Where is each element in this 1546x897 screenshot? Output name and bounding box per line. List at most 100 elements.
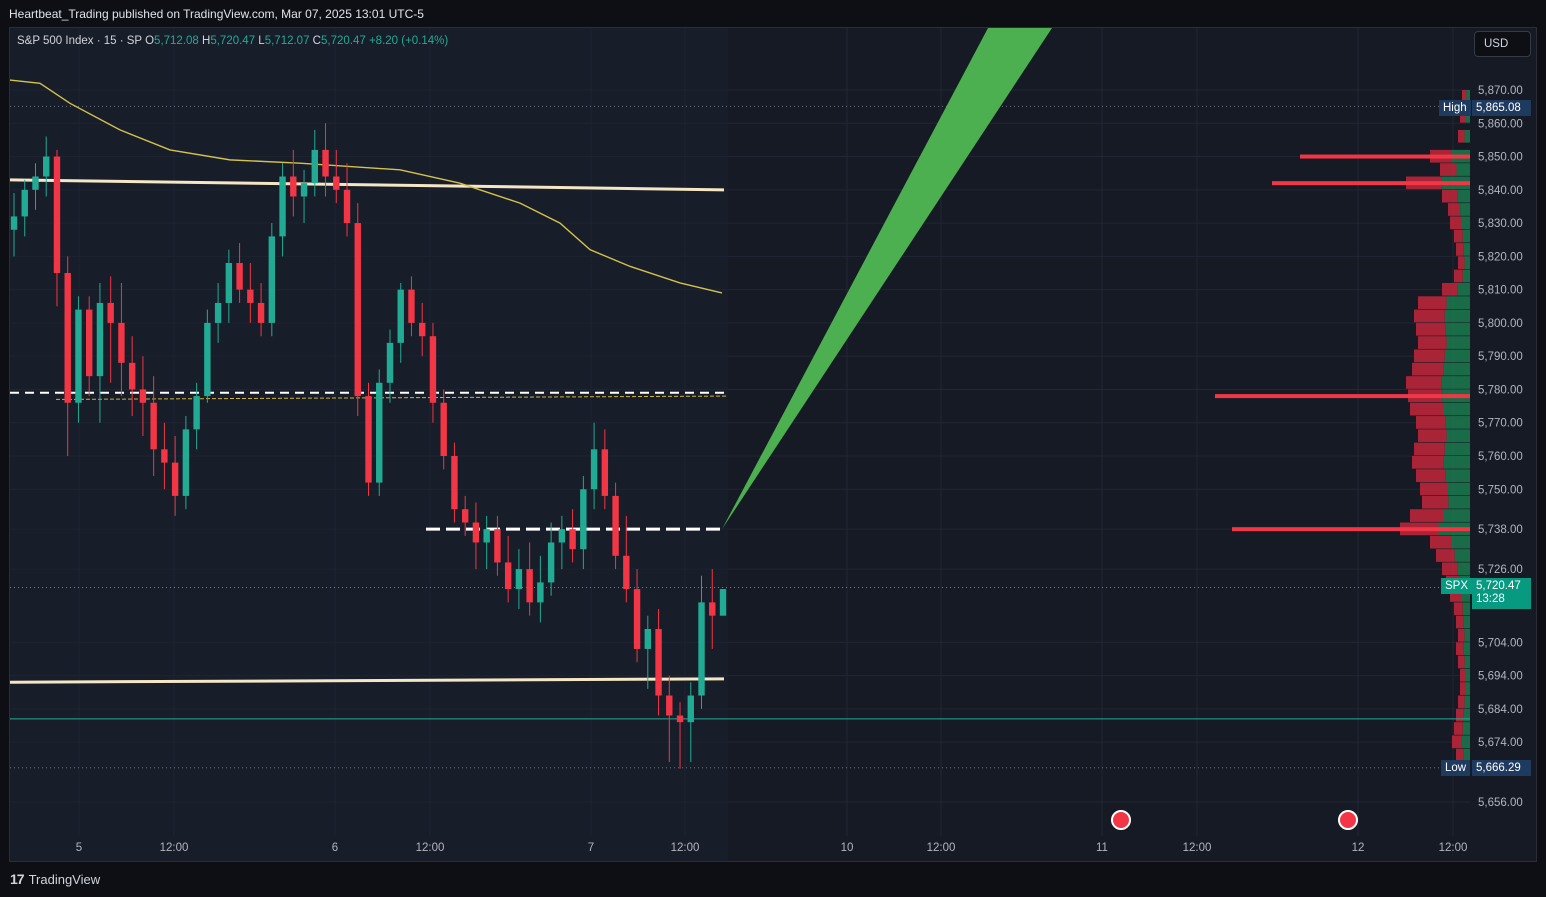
volume-bar-up — [1463, 642, 1470, 656]
volume-bar-up — [1461, 735, 1470, 749]
candle-body — [96, 302, 104, 377]
low-label: L — [258, 35, 265, 47]
time-tick-label: 7 — [588, 842, 594, 854]
volume-bar-down — [1436, 549, 1455, 562]
volume-bar-down — [1406, 376, 1442, 389]
candle-body — [161, 449, 168, 463]
candle — [85, 296, 93, 397]
open-label: O — [145, 35, 155, 47]
price-tick-label: 5,726.00 — [1478, 564, 1523, 576]
volume-bar-down — [1454, 269, 1463, 283]
time-tick-label: 12:00 — [160, 842, 189, 854]
volume-bar-down — [1418, 429, 1447, 443]
volume-bar-down — [1450, 216, 1461, 230]
volume-bar-up — [1465, 682, 1470, 695]
candle — [225, 249, 233, 323]
volume-bar-down — [1412, 362, 1444, 376]
price-tick-label: 5,840.00 — [1478, 185, 1523, 197]
volume-bar-up — [1461, 589, 1470, 602]
candle — [75, 296, 82, 423]
moving-average-line — [9, 79, 723, 294]
candle — [719, 589, 727, 616]
time-axis: 5 12:00 6 12:00 7 12:00 10 12:00 11 12:00 12 12:00 — [76, 842, 1468, 854]
candle-body — [719, 589, 727, 616]
candle — [64, 256, 71, 456]
price-tick-label: 5,830.00 — [1478, 218, 1523, 230]
volume-bar-up — [1462, 602, 1470, 616]
candle-body — [139, 389, 147, 403]
volume-bar-up — [1454, 549, 1470, 562]
candle — [709, 569, 716, 649]
candle-body — [376, 382, 383, 483]
candle-body — [494, 529, 501, 563]
time-tick-label: 11 — [1096, 842, 1108, 854]
candle — [676, 702, 684, 769]
candle — [526, 542, 533, 616]
volume-bar-up — [1444, 349, 1470, 363]
candle-body — [687, 695, 694, 723]
candle-body — [150, 402, 157, 450]
candle-body — [709, 602, 716, 616]
candle-body — [343, 189, 351, 224]
us-flag-icon-2 — [1338, 810, 1358, 830]
candle — [633, 569, 641, 663]
candle — [655, 609, 662, 716]
volume-bar-down — [1422, 495, 1449, 509]
candles — [10, 123, 727, 769]
currency-button[interactable]: USD — [1474, 31, 1531, 57]
candle — [601, 429, 609, 510]
level-5841 — [9, 178, 725, 192]
volume-bar-down — [1454, 602, 1463, 616]
bar-countdown: 13:28 — [1476, 593, 1505, 605]
low-value: 5,712.07 — [264, 35, 310, 47]
candle-body — [472, 522, 480, 543]
volume-bar-down — [1416, 416, 1446, 429]
last-price-value: 5,720.47 — [1476, 580, 1521, 592]
low-tag-value: 5,666.29 — [1472, 760, 1531, 776]
high-low-lines — [10, 105, 1470, 769]
volume-bar-down — [1456, 642, 1464, 656]
candle — [214, 282, 222, 343]
candle — [43, 136, 50, 197]
candle-body — [333, 176, 340, 190]
high-tag-label: High — [1439, 100, 1471, 116]
volume-poc-bar — [1272, 181, 1470, 186]
volume-bar-down — [1420, 482, 1448, 496]
volume-bar-up — [1441, 376, 1470, 389]
candle — [461, 495, 469, 536]
candle-body — [10, 216, 18, 230]
candle-body — [53, 156, 61, 273]
candle-body — [193, 396, 200, 430]
price-tick-label: 5,694.00 — [1478, 671, 1523, 683]
candle — [107, 276, 114, 383]
candle-body — [236, 263, 243, 290]
volume-bar-down — [1460, 682, 1466, 695]
candle-body — [290, 176, 297, 197]
high-tag-value: 5,865.08 — [1472, 100, 1531, 116]
footer: 17 TradingView — [10, 871, 100, 887]
volume-bar-down — [1410, 402, 1443, 416]
price-axis: 5,656.00 5,674.00 5,684.00 5,694.00 5,704.00… — [1478, 85, 1523, 809]
candle-body — [515, 569, 523, 590]
close-value: 5,720.47 — [320, 35, 366, 47]
volume-bar-down — [1442, 282, 1458, 296]
projection-triangle — [722, 28, 1052, 530]
candle-body — [204, 322, 211, 397]
volume-bar-up — [1445, 322, 1470, 336]
candle-body — [171, 462, 179, 496]
price-tick-label: 5,800.00 — [1478, 318, 1523, 330]
candle-body — [408, 289, 415, 323]
candle — [161, 422, 168, 490]
candle — [612, 482, 619, 570]
volume-bar-up — [1443, 362, 1470, 376]
published-by-header: Heartbeat_Trading published on TradingVi… — [9, 7, 424, 21]
candle — [279, 163, 286, 257]
candle-body — [279, 176, 286, 237]
candle-body — [64, 272, 71, 403]
volume-bar-down — [1448, 203, 1461, 216]
candle — [590, 422, 598, 510]
candle-body — [461, 509, 469, 523]
candle-body — [354, 223, 361, 397]
volume-bar-down — [1460, 109, 1466, 123]
